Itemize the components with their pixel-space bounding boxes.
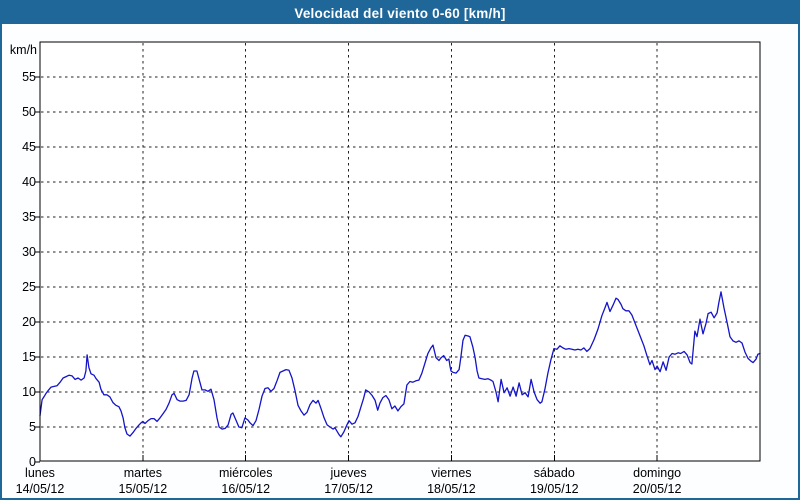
- y-tick-label: 0: [29, 455, 36, 469]
- y-tick-label: 5: [29, 420, 36, 434]
- day-name-label: sábado: [534, 466, 575, 480]
- plot-border: [39, 41, 761, 462]
- y-tick-label: 10: [22, 385, 36, 399]
- day-date-label: 14/05/12: [16, 482, 65, 496]
- plot-area: [40, 42, 760, 461]
- axis-ticks: [35, 76, 658, 463]
- x-axis-day-labels: lunes 14/05/12 martes 15/05/12 miércoles 16/0…: [16, 466, 682, 496]
- chart-title: Velocidad del viento 0-60 [km/h]: [294, 5, 506, 21]
- day-name-label: miércoles: [219, 466, 273, 480]
- day-date-label: 19/05/12: [530, 482, 579, 496]
- day-date-label: 15/05/12: [119, 482, 168, 496]
- day-date-label: 20/05/12: [633, 482, 682, 496]
- day-name-label: domingo: [633, 466, 681, 480]
- y-tick-label: 20: [22, 315, 36, 329]
- y-tick-label: 45: [22, 140, 36, 154]
- day-name-label: viernes: [431, 466, 471, 480]
- title-bar: Velocidad del viento 0-60 [km/h]: [2, 2, 798, 24]
- y-tick-label: 55: [22, 70, 36, 84]
- y-tick-label: 50: [22, 105, 36, 119]
- y-tick-label: 30: [22, 245, 36, 259]
- y-tick-label: 25: [22, 280, 36, 294]
- day-name-label: jueves: [330, 466, 367, 480]
- y-tick-label: 40: [22, 175, 36, 189]
- y-tick-label: 15: [22, 350, 36, 364]
- y-axis-unit-label: km/h: [10, 43, 37, 57]
- day-name-label: lunes: [25, 466, 55, 480]
- y-tick-label: 35: [22, 210, 36, 224]
- day-date-label: 16/05/12: [221, 482, 270, 496]
- day-date-label: 18/05/12: [427, 482, 476, 496]
- day-name-label: martes: [124, 466, 162, 480]
- wind-speed-series: [39, 291, 761, 438]
- day-date-label: 17/05/12: [324, 482, 373, 496]
- y-axis-labels: 0 5 10 15 20 25 30 35 40 45 50 55 km/h: [10, 43, 37, 469]
- wind-speed-line: [39, 291, 761, 438]
